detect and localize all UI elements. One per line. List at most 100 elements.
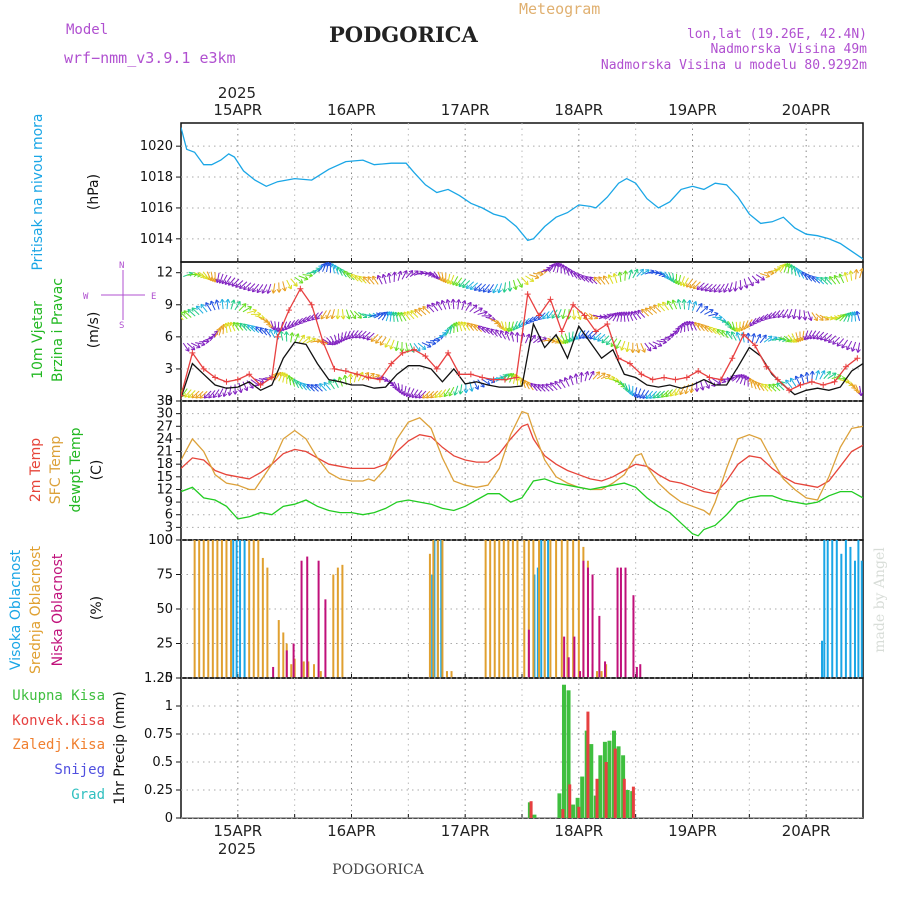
bar-srednja-oblacnost: [450, 671, 453, 678]
wind-arrow: [836, 338, 845, 347]
wind-arrow: [529, 274, 540, 279]
wind-arrow: [851, 311, 853, 322]
wind-arrow-head: [199, 394, 204, 399]
wind-arrow: [584, 371, 589, 382]
wind-arrow: [337, 333, 340, 344]
series-line-udari: [181, 287, 858, 396]
y-tick-label: 0.75: [144, 727, 173, 742]
wind-arrow-head: [703, 305, 709, 311]
y-tick-label: 25: [156, 637, 173, 652]
wind-arrow: [191, 307, 200, 316]
wind-arrow: [403, 311, 411, 321]
wind-arrow: [588, 370, 595, 381]
wind-arrow: [187, 309, 196, 317]
wind-arrow-head: [853, 269, 859, 274]
y-tick-label: 0: [165, 394, 173, 409]
wind-arrow: [582, 330, 590, 339]
wind-arrow: [657, 303, 666, 312]
wind-arrow-head: [582, 334, 587, 339]
wind-arrow-head: [515, 324, 520, 330]
wind-arrow-head: [639, 268, 645, 274]
bar-niska-oblacnost: [632, 595, 635, 678]
wind-arrow: [490, 328, 498, 337]
wind-arrow: [441, 300, 447, 310]
wind-arrow: [469, 304, 478, 313]
wind-arrow-head: [323, 381, 328, 387]
wind-arrow: [446, 299, 451, 310]
wind-arrow: [208, 390, 216, 399]
bar-konvek-kisa: [613, 748, 617, 818]
wind-arrow-head: [227, 391, 233, 396]
bar-visoka-oblacnost: [540, 540, 543, 678]
wind-arrow-head: [251, 325, 256, 330]
wind-label2: Brzina i Pravac: [50, 278, 66, 382]
wind-arrow-head: [231, 282, 236, 287]
wind-arrow: [772, 383, 781, 392]
y-tick-label: 1016: [140, 201, 173, 216]
wind-arrow: [512, 320, 518, 331]
gust-marker: [388, 360, 395, 367]
wind-arrow-head: [819, 316, 824, 321]
bar-niska-oblacnost: [306, 556, 309, 678]
gust-marker: [604, 321, 611, 328]
wind-arrow: [439, 389, 447, 398]
time-axis-top: 15APR 16APR 17APR 18APR 19APR 20APR: [213, 101, 830, 119]
wind-arrow: [337, 266, 343, 276]
time-tick-top-label: 16APR: [327, 101, 376, 119]
wind-arrow-head: [828, 275, 834, 281]
wind-arrow-head: [430, 393, 435, 399]
wind-arrow: [688, 299, 691, 310]
wind-arrow-head: [259, 327, 265, 332]
wind-arrow: [838, 273, 845, 284]
wind-arrow: [806, 330, 813, 340]
wind-arrow: [726, 330, 733, 340]
wind-arrow-head: [264, 327, 269, 333]
wind-arrow: [803, 310, 806, 321]
wind-arrow-head: [450, 298, 456, 303]
bar-srednja-oblacnost: [319, 671, 322, 678]
bar-srednja-oblacnost: [332, 574, 335, 678]
wind-arrow: [696, 282, 705, 290]
wind-arrow: [256, 284, 264, 293]
y-tick-label: 9: [165, 495, 173, 510]
wind-arrow-head: [686, 283, 691, 288]
wind-arrow: [541, 384, 550, 392]
bar-srednja-oblacnost: [207, 540, 210, 678]
wind-arrow-head: [473, 324, 479, 329]
wind-arrow: [581, 275, 590, 283]
wind-arrow: [549, 382, 558, 391]
wind-arrow-head: [574, 271, 579, 277]
wind-arrow-head: [612, 273, 618, 278]
wind-arrow-head: [201, 341, 206, 347]
bar-srednja-oblacnost: [216, 540, 219, 678]
gust-marker: [268, 374, 275, 381]
wind-arrow-head: [340, 315, 346, 320]
wind-arrow: [342, 331, 347, 342]
wind-arrow: [693, 281, 701, 290]
bar-visoka-oblacnost: [243, 540, 246, 678]
wind-arrow: [743, 320, 749, 330]
wind-arrow: [704, 309, 714, 315]
wind-arrow: [429, 339, 440, 342]
wind-arrow: [696, 303, 703, 313]
y-tick-label: 21: [156, 445, 173, 460]
wind-arrow: [486, 327, 494, 336]
bar-srednja-oblacnost: [193, 540, 196, 678]
wind-arrow: [306, 384, 315, 392]
wind-arrow: [656, 390, 665, 399]
wind-arrow-head: [653, 304, 658, 310]
wind-arrow-head: [823, 337, 829, 342]
wind-arrow: [231, 278, 240, 287]
wind-arrow-head: [776, 382, 781, 388]
wind-arrow: [441, 272, 445, 283]
wind-arrow-head: [630, 349, 636, 353]
wind-arrow-head: [306, 336, 311, 341]
wind-arrow: [768, 311, 777, 319]
wind-arrow: [823, 371, 831, 380]
bar-srednja-oblacnost: [596, 671, 599, 678]
wind-arrow: [820, 277, 829, 285]
wind-arrow-head: [346, 272, 352, 277]
bar-ukupna-kisa: [557, 793, 562, 818]
wind-arrow: [800, 373, 805, 384]
wind-arrow-head: [440, 299, 446, 305]
